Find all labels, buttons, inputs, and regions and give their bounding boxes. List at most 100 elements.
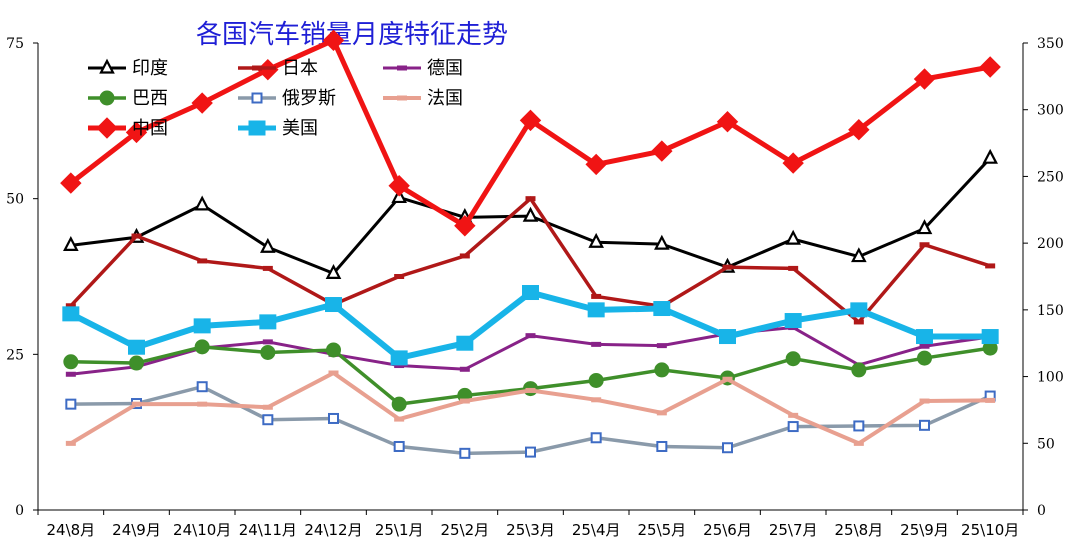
series-point	[262, 414, 274, 426]
series-point	[260, 344, 276, 360]
series-point	[587, 302, 605, 318]
x-tick-label: 24\11月	[239, 521, 297, 539]
series-point	[125, 121, 148, 144]
x-tick-label: 25\5月	[637, 521, 686, 539]
series-point	[63, 354, 79, 370]
series-point	[588, 372, 604, 388]
legend-label: 俄罗斯	[282, 88, 336, 109]
series-point	[916, 219, 933, 235]
series-point	[388, 175, 410, 197]
y-left-tick-label: 25	[6, 347, 24, 363]
series-point	[588, 232, 604, 248]
y-right-tick-label: 50	[1037, 436, 1055, 452]
series-group	[60, 29, 1001, 237]
series-point	[916, 329, 933, 345]
series-point	[259, 314, 277, 330]
series-point	[785, 351, 801, 367]
series-point	[65, 398, 77, 410]
series-point	[459, 447, 471, 459]
series-point	[196, 381, 208, 393]
y-right-tick-label: 150	[1037, 303, 1064, 319]
series-point	[979, 56, 1001, 78]
x-tick-label: 25\10月	[961, 521, 1019, 539]
x-tick-label: 24\12月	[304, 521, 362, 539]
y-right-tick-label: 250	[1037, 169, 1064, 185]
series-point	[787, 421, 799, 433]
series-point	[260, 237, 276, 253]
series-point	[850, 302, 868, 318]
series-point	[325, 297, 342, 313]
legend-label: 法国	[427, 88, 463, 109]
series-point	[519, 109, 542, 132]
legend-swatch-marker	[248, 120, 266, 136]
series-group	[63, 339, 998, 412]
x-tick-label: 25\1月	[375, 521, 424, 539]
y-left-tick-label: 0	[15, 503, 24, 519]
y-right-tick-label: 100	[1037, 370, 1064, 386]
legend-swatch-marker	[99, 58, 115, 74]
legend-label: 美国	[282, 118, 318, 139]
legend-label: 日本	[282, 58, 318, 79]
series-layer	[60, 29, 1001, 459]
series-point	[716, 111, 739, 133]
series-point	[391, 396, 407, 412]
series-point	[848, 119, 870, 141]
series-point	[851, 247, 867, 263]
series-point	[654, 234, 670, 250]
series-point	[784, 313, 802, 329]
legend-swatch-marker	[251, 92, 263, 104]
x-tick-label: 25\9月	[900, 521, 949, 539]
legend-swatch-marker	[99, 90, 115, 106]
series-group	[65, 381, 996, 459]
series-point	[653, 301, 671, 317]
chart-title: 各国汽车销量月度特征走势	[196, 20, 508, 50]
x-tick-label: 25\3月	[506, 521, 555, 539]
series-point	[325, 264, 342, 279]
legend-label: 巴西	[132, 88, 168, 109]
x-tick-label: 25\2月	[440, 521, 489, 539]
series-point	[454, 215, 476, 237]
series-point	[522, 206, 539, 222]
series-point	[982, 148, 998, 164]
series-point	[193, 318, 211, 334]
series-point	[393, 440, 405, 452]
y-left-tick-label: 75	[6, 36, 24, 52]
series-point	[851, 362, 867, 378]
x-tick-label: 25\8月	[834, 521, 883, 539]
series-point	[656, 440, 668, 452]
series-point	[913, 68, 936, 90]
y-right-tick-label: 200	[1037, 236, 1064, 252]
legend-item: 巴西	[88, 88, 168, 109]
series-point	[525, 446, 536, 458]
legend-swatch-marker	[96, 117, 118, 139]
legend-label: 中国	[132, 118, 168, 139]
y-right-tick-label: 350	[1037, 36, 1064, 52]
legend-item: 德国	[383, 58, 463, 79]
series-group	[65, 370, 996, 446]
series-point	[585, 153, 607, 176]
x-tick-label: 25\7月	[769, 521, 818, 539]
series-point	[651, 140, 673, 162]
series-point	[194, 195, 210, 211]
legend-item: 中国	[88, 117, 168, 139]
series-point	[522, 285, 539, 301]
x-tick-label: 24\10月	[173, 521, 231, 539]
x-tick-label: 25\4月	[572, 521, 621, 539]
series-point	[719, 329, 736, 345]
series-line	[70, 384, 991, 456]
series-point	[60, 172, 82, 194]
legend-item: 法国	[383, 88, 463, 109]
axes: 0 25 50 75 0 50 100 150 200 250 300 350 24\8月 24\9月 24…	[6, 36, 1064, 539]
legend-item: 印度	[88, 58, 168, 79]
series-point	[129, 355, 144, 371]
y-left-tick-label: 50	[6, 192, 24, 208]
x-tick-label: 24\8月	[46, 521, 95, 539]
series-point	[590, 432, 602, 444]
legend-label: 德国	[427, 58, 463, 79]
series-point	[981, 329, 999, 345]
series-point	[782, 152, 804, 174]
series-point	[63, 235, 79, 251]
series-point	[917, 350, 932, 366]
